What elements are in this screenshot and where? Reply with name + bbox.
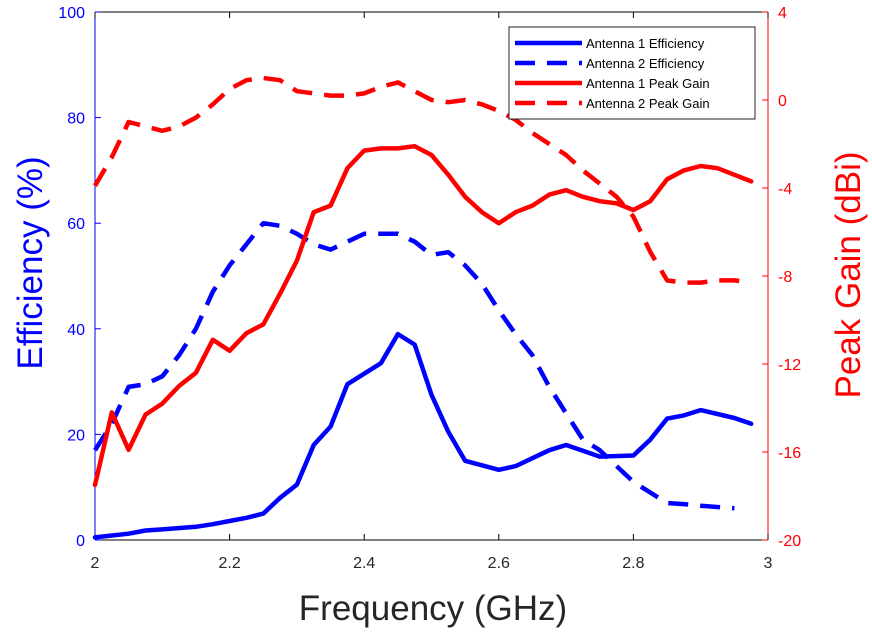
legend-label: Antenna 2 Efficiency (586, 56, 705, 71)
x-tick-label: 2 (91, 555, 100, 572)
series-line-1 (92, 331, 754, 540)
left-y-tick-label: 0 (76, 533, 85, 550)
left-y-axis-title: Efficiency (%) (11, 156, 50, 369)
x-tick-label: 2.6 (488, 555, 510, 572)
series-line-2 (93, 220, 735, 511)
right-y-tick-label: 4 (778, 5, 787, 22)
legend-label: Antenna 1 Peak Gain (586, 76, 710, 91)
right-y-axis-title: Peak Gain (dBi) (829, 151, 868, 398)
x-tick-label: 2.8 (622, 555, 644, 572)
left-y-tick-label: 20 (67, 427, 85, 444)
right-y-tick-label: -8 (778, 269, 792, 286)
right-y-tick-label: -12 (778, 357, 801, 374)
x-tick-label: 3 (764, 555, 773, 572)
series-line-3 (92, 143, 754, 488)
legend-label: Antenna 2 Peak Gain (586, 96, 710, 111)
left-y-axis-ticks: 0 20 40 60 80 100 (58, 5, 101, 550)
x-axis-ticks: 2 2.2 2.4 2.6 2.8 3 (91, 12, 773, 572)
left-y-tick-label: 40 (67, 322, 85, 339)
right-y-tick-label: -4 (778, 181, 792, 198)
series-line-4 (93, 75, 752, 285)
left-y-tick-label: 100 (58, 5, 85, 22)
series-lines (92, 75, 754, 540)
x-tick-label: 2.2 (218, 555, 240, 572)
right-y-axis-ticks: -20 -16 -12 -8 -4 0 4 (762, 5, 801, 550)
right-y-tick-label: 0 (778, 93, 787, 110)
legend-entries: Antenna 1 Efficiency Antenna 2 Efficiency… (515, 36, 710, 111)
x-axis-title: Frequency (GHz) (299, 589, 567, 628)
legend: Antenna 1 Efficiency Antenna 2 Efficiency… (508, 26, 756, 120)
left-y-tick-label: 80 (67, 111, 85, 128)
left-y-tick-label: 60 (67, 216, 85, 233)
right-y-tick-label: -20 (778, 533, 801, 550)
legend-label: Antenna 1 Efficiency (586, 36, 705, 51)
x-tick-label: 2.4 (353, 555, 375, 572)
right-y-tick-label: -16 (778, 445, 801, 462)
